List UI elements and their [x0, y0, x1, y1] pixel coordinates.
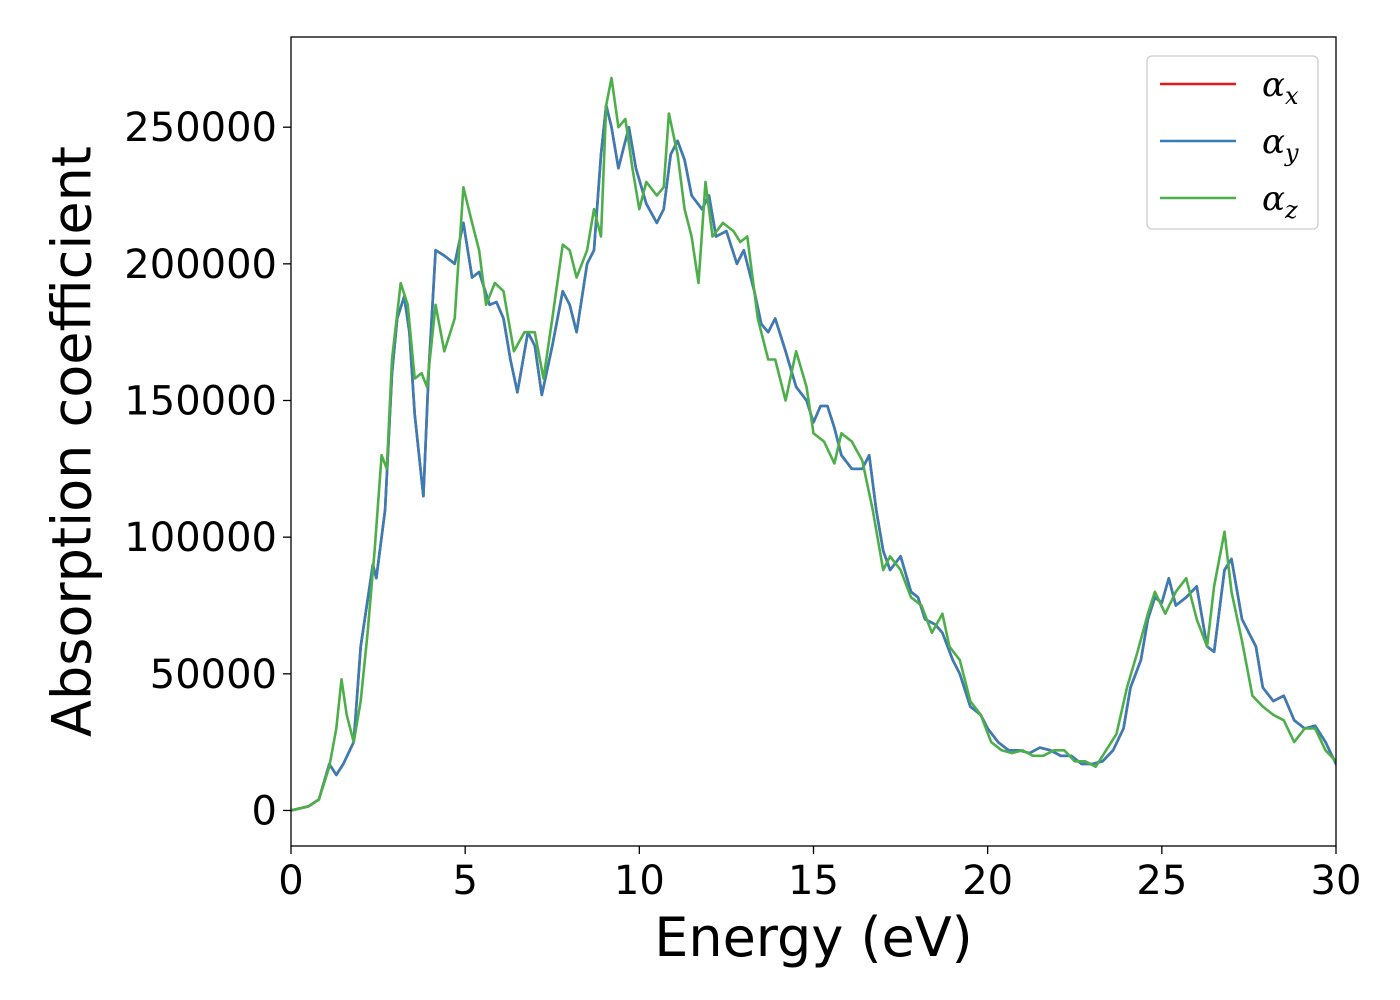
- y-axis-label: Absorption coefficient: [41, 146, 104, 737]
- legend-label-alpha-y: αy: [1262, 122, 1299, 167]
- x-tick-label: 5: [452, 858, 477, 904]
- legend-label-alpha-z: αz: [1262, 179, 1298, 224]
- x-tick-label: 10: [614, 858, 665, 904]
- x-tick-label: 0: [278, 858, 303, 904]
- y-tick-label: 250000: [124, 105, 277, 151]
- y-tick-label: 50000: [150, 652, 277, 698]
- x-axis-label: Energy (eV): [654, 906, 973, 969]
- y-tick-label: 200000: [124, 242, 277, 288]
- y-tick-label: 0: [252, 788, 277, 834]
- x-tick-label: 30: [1311, 858, 1362, 904]
- y-axis-ticks: 0 50000 100000 150000 200000 250000: [124, 105, 291, 834]
- x-tick-label: 25: [1136, 858, 1187, 904]
- legend: αx αy αz: [1146, 55, 1319, 230]
- y-tick-label: 150000: [124, 379, 277, 425]
- x-tick-label: 15: [788, 858, 839, 904]
- legend-label-alpha-x: αx: [1262, 65, 1299, 110]
- plot-lines: [291, 76, 1336, 812]
- legend-box: [1146, 55, 1319, 230]
- x-axis-ticks: 0 5 10 15 20 25 30: [278, 846, 1361, 904]
- y-tick-label: 100000: [124, 515, 277, 561]
- series-line-alpha-z: [291, 76, 1336, 812]
- x-tick-label: 20: [962, 858, 1013, 904]
